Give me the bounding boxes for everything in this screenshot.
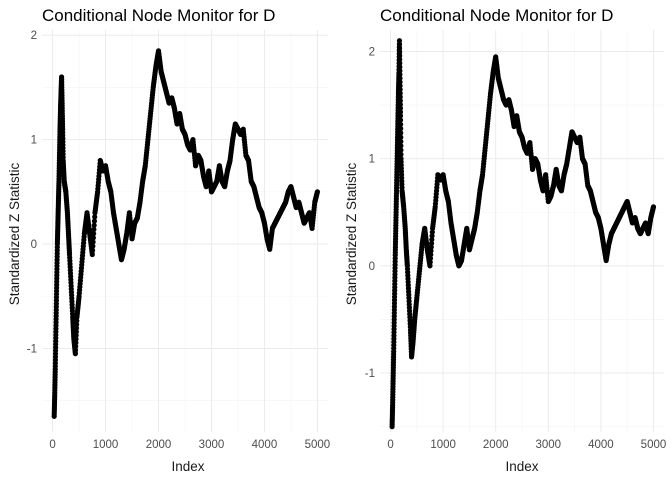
data-point — [397, 53, 403, 59]
data-point — [398, 138, 404, 145]
data-point — [397, 56, 403, 63]
data-point — [90, 243, 96, 249]
x-tick-labels: 0 1000 2000 3000 4000 5000 — [387, 439, 666, 451]
x-tick-label: 5000 — [305, 439, 331, 451]
chart-title: Conditional Node Monitor for D — [380, 6, 613, 25]
data-point — [89, 251, 95, 258]
chart-title: Conditional Node Monitor for D — [42, 6, 275, 25]
data-point — [314, 189, 321, 195]
data-point — [398, 134, 404, 140]
data-point — [398, 130, 404, 136]
y-axis-title: Standardized Z Statistic — [344, 162, 359, 305]
data-point — [398, 121, 404, 127]
data-point — [90, 239, 96, 245]
data-point — [74, 318, 80, 324]
data-point — [397, 83, 403, 89]
x-tick-labels: 0 1000 2000 3000 4000 5000 — [49, 439, 330, 451]
data-point — [92, 214, 98, 220]
y-tick-label: 0 — [369, 261, 375, 273]
data-points — [51, 48, 321, 419]
gridlines — [380, 30, 664, 432]
x-tick-label: 3000 — [535, 439, 561, 451]
data-point — [73, 329, 79, 335]
data-point — [397, 86, 403, 93]
data-point — [398, 143, 404, 149]
data-point — [397, 60, 403, 66]
data-point — [397, 49, 403, 55]
data-point — [396, 38, 403, 44]
data-point — [396, 45, 403, 51]
y-tick-label: 2 — [369, 46, 375, 58]
x-tick-label: 4000 — [252, 439, 278, 451]
data-point — [398, 151, 404, 157]
x-tick-label: 2000 — [146, 439, 172, 451]
data-point — [90, 235, 96, 241]
data-point — [91, 231, 97, 237]
data-point — [397, 75, 403, 81]
data-point — [89, 247, 96, 253]
data-point — [428, 244, 434, 250]
y-axis-title: Standardized Z Statistic — [7, 162, 22, 305]
data-point — [91, 226, 97, 233]
y-tick-label: 1 — [31, 135, 37, 147]
x-tick-label: 0 — [49, 439, 55, 451]
data-point — [74, 321, 80, 328]
data-point — [397, 105, 404, 111]
data-point — [397, 71, 403, 78]
data-point — [397, 79, 403, 85]
data-point — [429, 229, 435, 235]
data-point — [428, 240, 435, 246]
data-point — [397, 113, 404, 119]
y-tick-label: -1 — [365, 368, 375, 380]
x-tick-label: 4000 — [588, 439, 614, 451]
data-point — [429, 236, 435, 243]
x-tick-label: 2000 — [483, 439, 509, 451]
x-tick-label: 3000 — [199, 439, 225, 451]
y-tick-label: -1 — [27, 343, 37, 355]
data-point — [73, 332, 79, 339]
data-point — [73, 325, 80, 331]
data-point — [398, 126, 404, 132]
y-tick-label: 0 — [31, 239, 37, 251]
x-tick-label: 1000 — [430, 439, 456, 451]
y-tick-label: 1 — [369, 154, 375, 166]
data-point — [397, 109, 404, 115]
data-point — [91, 218, 98, 224]
data-points — [389, 38, 657, 430]
y-tick-labels: -1 0 1 2 — [27, 30, 37, 355]
y-tick-labels: -1 0 1 2 — [365, 46, 375, 380]
data-point — [72, 351, 78, 357]
data-point — [397, 117, 404, 123]
y-tick-label: 2 — [31, 30, 37, 42]
x-axis-title: Index — [505, 459, 538, 474]
data-point — [650, 204, 657, 210]
chart-right: Conditional Node Monitor for D 0 1000 2000… — [344, 6, 666, 474]
data-point — [91, 222, 97, 228]
data-point — [397, 94, 403, 100]
data-point — [427, 255, 434, 261]
data-point — [397, 101, 403, 108]
data-point — [428, 248, 434, 254]
data-point — [397, 90, 403, 96]
data-point — [397, 68, 403, 74]
data-point — [427, 259, 433, 265]
x-tick-label: 5000 — [641, 439, 667, 451]
data-point — [73, 340, 79, 346]
data-point — [73, 343, 79, 349]
data-point — [398, 147, 404, 153]
data-point — [429, 233, 435, 239]
data-point — [396, 41, 403, 48]
data-point — [73, 336, 79, 342]
data-point — [397, 64, 403, 70]
x-tick-label: 0 — [387, 439, 393, 451]
data-point — [397, 98, 403, 104]
chart-left: Conditional Node Monitor for D 0 1000 2000… — [7, 6, 330, 474]
data-point — [72, 347, 79, 353]
x-tick-label: 1000 — [93, 439, 119, 451]
data-point — [428, 251, 434, 258]
data-point — [427, 263, 433, 269]
x-axis-title: Index — [171, 459, 204, 474]
